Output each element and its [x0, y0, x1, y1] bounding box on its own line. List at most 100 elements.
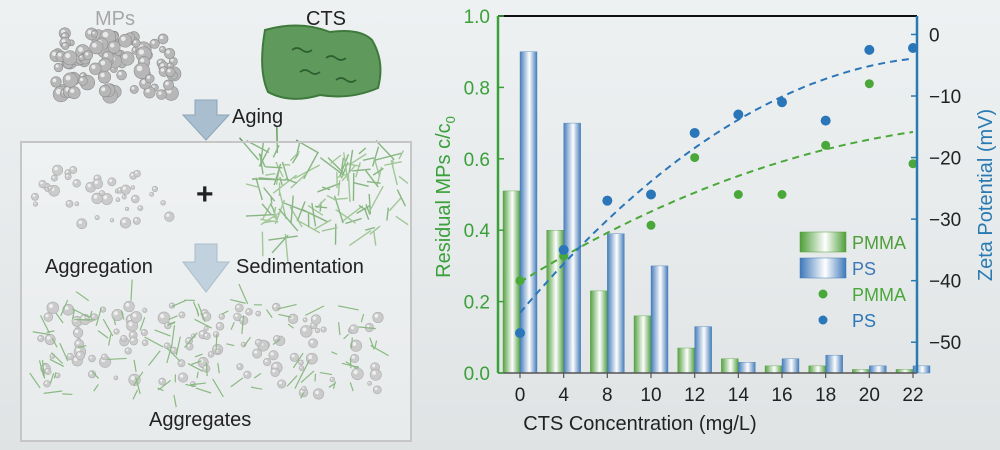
x-tick-label: 14 [728, 385, 750, 406]
down-arrow-icon [181, 99, 231, 141]
particle-highlight [101, 87, 106, 92]
fiber [291, 153, 300, 164]
x-tick-label: 8 [602, 385, 613, 406]
particle-highlight [55, 64, 59, 68]
cts-label: CTS [306, 8, 346, 30]
x-tick-label: 12 [684, 385, 705, 406]
fiber [277, 303, 297, 310]
fiber [205, 362, 208, 377]
fiber [343, 333, 350, 340]
particle [91, 30, 99, 38]
fiber [133, 371, 144, 386]
fiber [194, 353, 203, 358]
particle-highlight [353, 370, 358, 375]
particle-highlight [104, 53, 109, 58]
residual-and-zeta-chart: 0.0 0.2 0.4 0.6 0.8 1.0 0 −10 −20 −30 −40 −50 0 4 8 10 1… [433, 7, 997, 435]
fiber [41, 360, 46, 379]
particle-highlight [142, 330, 145, 333]
bar-ps [694, 326, 712, 374]
particle-highlight [62, 33, 66, 37]
fiber [166, 345, 173, 364]
fiber [307, 205, 324, 216]
fiber [358, 326, 376, 330]
left-tick-label: 1.0 [464, 7, 490, 28]
fiber [278, 208, 299, 232]
x-tick-label: 4 [558, 385, 569, 406]
particle-highlight [125, 207, 128, 209]
x-tick-label: 16 [771, 385, 792, 406]
fiber [38, 360, 45, 377]
particle-highlight [32, 194, 36, 197]
particle-highlight [214, 332, 217, 335]
fiber [93, 384, 99, 392]
legend-swatch-pmma [799, 231, 847, 253]
fiber [241, 315, 245, 335]
fiber [196, 371, 199, 379]
point-pmma [646, 220, 656, 230]
particle-highlight [203, 366, 207, 369]
particle-highlight [76, 341, 80, 345]
fiber [347, 173, 351, 202]
right-tick-label: −10 [929, 87, 961, 108]
x-tick-label: 10 [640, 385, 661, 406]
particle-highlight [256, 311, 259, 314]
particle [78, 76, 88, 86]
fiber [221, 310, 229, 315]
particle-highlight [100, 72, 105, 78]
fiber [59, 342, 69, 362]
particle-highlight [65, 53, 71, 59]
fiber [340, 157, 345, 170]
particle [107, 40, 121, 54]
particle-highlight [374, 314, 379, 318]
particle-highlight [135, 171, 138, 174]
particle-highlight [113, 311, 118, 316]
particle-highlight [160, 314, 165, 319]
particle-highlight [55, 88, 62, 95]
particle-highlight [272, 369, 276, 373]
particle-highlight [102, 354, 105, 358]
fiber [139, 317, 146, 331]
fiber [167, 322, 175, 326]
fiber [273, 206, 277, 218]
fiber [166, 347, 181, 363]
particle-highlight [321, 327, 324, 330]
fiber [135, 377, 141, 395]
legend-swatch-ps [799, 257, 847, 279]
fiber [296, 201, 306, 221]
mps-label: MPs [95, 8, 135, 30]
fiber [71, 309, 76, 319]
particle-highlight [236, 305, 240, 309]
fiber [133, 359, 137, 372]
particle [156, 89, 167, 100]
point-ps [689, 127, 700, 138]
bar-pmma [590, 290, 608, 374]
point-pmma [864, 79, 874, 89]
particle-highlight [179, 374, 184, 378]
particle-highlight [160, 68, 165, 72]
fiber [265, 172, 276, 176]
process-frame [20, 141, 412, 442]
point-pmma [515, 276, 525, 286]
left-tick-label: 0.0 [464, 364, 490, 385]
particle-highlight [92, 31, 95, 34]
particle-highlight [350, 326, 355, 330]
fiber [314, 373, 317, 382]
fiber [349, 153, 367, 166]
bar-pmma [764, 365, 783, 374]
left-tick-label: 0.8 [464, 78, 490, 99]
right-tick-label: −40 [929, 272, 961, 293]
x-tick-label: 22 [902, 385, 923, 406]
bar-ps [781, 358, 800, 374]
particle-highlight [165, 343, 168, 347]
legend-marker-pmma [818, 289, 828, 299]
aggregation-label: Aggregation [45, 256, 153, 278]
plus-sign: + [196, 178, 214, 211]
particle-highlight [368, 382, 370, 384]
particle-highlight [366, 324, 370, 328]
axes-layer: 0.0 0.2 0.4 0.6 0.8 1.0 0 −10 −20 −30 −40 −50 0 4 8 10 1… [464, 7, 962, 406]
particle [163, 79, 174, 91]
particle-highlight [143, 340, 146, 343]
fiber [217, 362, 220, 374]
fiber [398, 150, 404, 160]
fiber [369, 225, 381, 235]
